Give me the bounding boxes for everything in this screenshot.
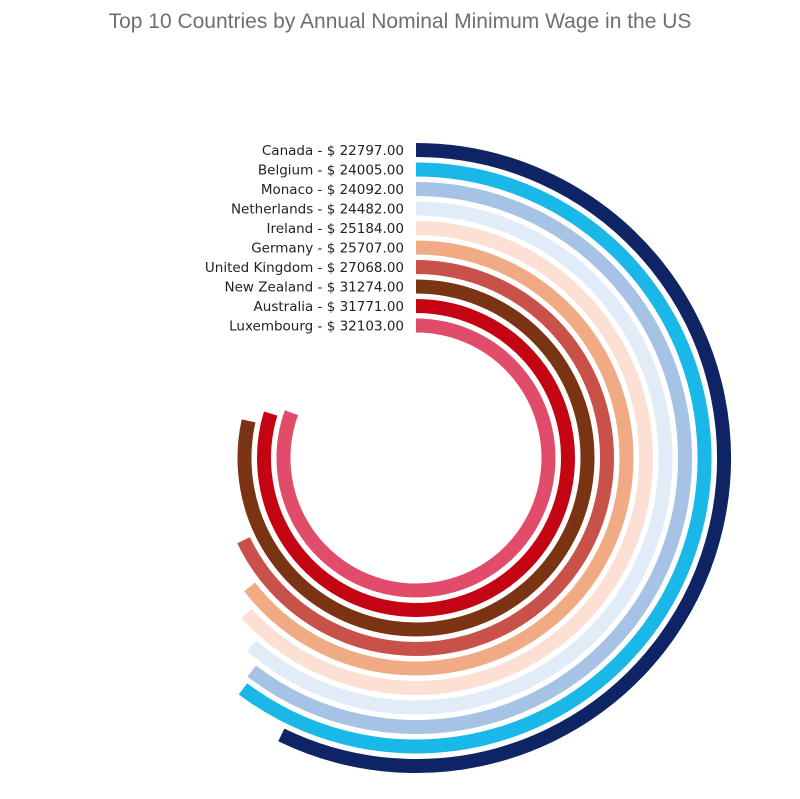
- bar-label-luxembourg: Luxembourg - $ 32103.00: [229, 319, 404, 335]
- bar-label-netherlands: Netherlands - $ 24482.00: [231, 202, 404, 218]
- bar-label-belgium: Belgium - $ 24005.00: [258, 163, 404, 179]
- bar-canada[interactable]: [278, 143, 731, 773]
- bar-label-australia: Australia - $ 31771.00: [254, 299, 404, 315]
- bar-germany[interactable]: [244, 240, 634, 676]
- bar-netherlands[interactable]: [247, 201, 673, 715]
- bar-label-united-kingdom: United Kingdom - $ 27068.00: [205, 260, 404, 276]
- bar-label-monaco: Monaco - $ 24092.00: [261, 182, 404, 198]
- bar-australia[interactable]: [257, 299, 575, 617]
- bar-label-new-zealand: New Zealand - $ 31274.00: [225, 280, 404, 296]
- bar-belgium[interactable]: [238, 162, 712, 754]
- bar-label-germany: Germany - $ 25707.00: [251, 241, 404, 257]
- bars-layer: [237, 143, 731, 773]
- bar-luxembourg[interactable]: [276, 318, 556, 598]
- chart-title: Top 10 Countries by Annual Nominal Minim…: [108, 10, 692, 33]
- labels-layer: Canada - $ 22797.00 Belgium - $ 24005.00 M…: [205, 143, 404, 335]
- bar-new-zealand[interactable]: [237, 279, 595, 637]
- bar-ireland[interactable]: [241, 221, 653, 695]
- bar-label-ireland: Ireland - $ 25184.00: [267, 221, 404, 237]
- bar-label-canada: Canada - $ 22797.00: [262, 143, 404, 159]
- bar-united-kingdom[interactable]: [237, 260, 614, 656]
- bar-monaco[interactable]: [247, 182, 693, 734]
